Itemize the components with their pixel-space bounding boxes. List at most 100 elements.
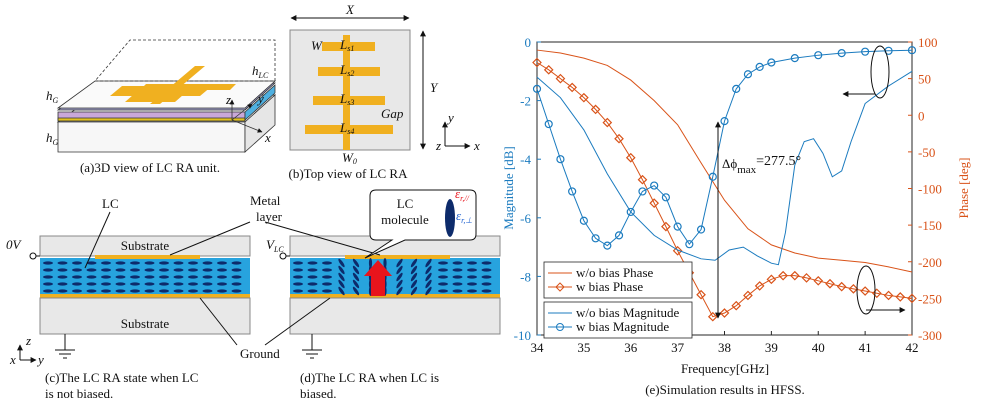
lc-molecule	[217, 268, 227, 271]
lc-molecule	[293, 289, 303, 292]
lc-molecule	[453, 275, 463, 278]
lc-molecule	[116, 261, 126, 264]
legend-label: w bias Phase	[576, 279, 643, 294]
lc-molecule	[174, 289, 184, 292]
ground-symbol	[302, 334, 322, 358]
patch	[140, 84, 236, 90]
dim-w-label: W	[311, 38, 323, 53]
y-tick-label: -2	[520, 94, 531, 109]
x-tick-label: 42	[906, 340, 919, 355]
lc-molecule	[145, 268, 155, 271]
lc-molecule	[482, 282, 492, 285]
molecule-label: molecule	[381, 212, 429, 227]
lc-molecule	[43, 261, 53, 264]
axis-z-label: z	[435, 138, 441, 153]
base-front	[58, 122, 245, 152]
lc-molecule	[453, 289, 463, 292]
lc-molecule	[159, 261, 169, 264]
x-axis-title: Frequency[GHz]	[681, 361, 769, 376]
x-tick-label: 34	[531, 340, 545, 355]
lc-molecule	[87, 275, 97, 278]
lc-molecule	[232, 282, 242, 285]
stub-label-sub: s1	[347, 44, 354, 53]
lc-molecule	[101, 268, 111, 271]
axis-x-label: x	[9, 352, 16, 367]
lc-molecule	[174, 261, 184, 264]
lc-molecule	[308, 289, 318, 292]
lc-molecule	[116, 268, 126, 271]
substrate-label: Substrate	[121, 316, 170, 331]
dim-y-label: Y	[430, 80, 439, 95]
axis-x-label: x	[264, 130, 271, 145]
voltage-d: VLC	[266, 237, 284, 254]
metal	[95, 255, 200, 259]
lc-molecule	[72, 268, 82, 271]
lc-molecule	[232, 268, 242, 271]
dim-gap-label: Gap	[381, 106, 404, 121]
lc-molecule	[72, 275, 82, 278]
lc-molecule	[217, 282, 227, 285]
lc-molecule	[308, 261, 318, 264]
lc-molecule	[159, 289, 169, 292]
lc-molecule	[130, 261, 140, 264]
metal-layer-label: layer	[256, 209, 283, 224]
lc-molecule	[145, 261, 155, 264]
lc-molecule	[308, 282, 318, 285]
x-tick-label: 37	[671, 340, 685, 355]
lc-molecule	[72, 261, 82, 264]
y2-tick-label: 100	[918, 35, 938, 50]
h-g-top: hG	[46, 88, 59, 105]
lc-molecule	[87, 289, 97, 292]
axis-y-label: y	[446, 110, 454, 125]
y-tick-label: -10	[514, 328, 531, 343]
metal	[345, 255, 450, 259]
x-tick-label: 40	[812, 340, 825, 355]
lc-molecule	[43, 275, 53, 278]
lc-molecule	[217, 275, 227, 278]
lc-molecule	[467, 268, 477, 271]
ground-label: Ground	[240, 346, 280, 361]
lc-molecule	[217, 289, 227, 292]
lc-molecule	[174, 268, 184, 271]
lc-molecule	[293, 282, 303, 285]
axis-x-label: x	[473, 138, 480, 153]
caption-c: is not biased.	[45, 386, 113, 401]
lc-molecule	[58, 268, 68, 271]
y2-tick-label: -150	[918, 218, 942, 233]
dim-w0-label: W0	[342, 150, 357, 166]
lc-molecule	[145, 289, 155, 292]
ground-plane	[290, 294, 500, 298]
x-tick-label: 39	[765, 340, 778, 355]
lc-molecule	[43, 282, 53, 285]
lc-molecule	[72, 282, 82, 285]
lc-molecule	[308, 268, 318, 271]
h-g-bottom: hG	[46, 130, 59, 147]
lc-molecule	[293, 261, 303, 264]
y-tick-label: -4	[520, 152, 531, 167]
lc-molecule	[159, 275, 169, 278]
lc-molecule	[203, 282, 213, 285]
lc-molecule	[101, 261, 111, 264]
lc-molecule	[58, 261, 68, 264]
lc-molecule	[232, 261, 242, 264]
lc-molecule	[174, 282, 184, 285]
lc-molecule	[116, 282, 126, 285]
lc-molecule	[453, 282, 463, 285]
lc-molecule	[101, 275, 111, 278]
stub-label-base: L	[339, 62, 347, 77]
caption-d: (d)The LC RA when LC is	[300, 370, 439, 385]
caption-a: (a)3D view of LC RA unit.	[80, 160, 220, 175]
y-tick-label: 0	[525, 35, 532, 50]
lc-molecule	[438, 275, 448, 278]
lc-molecule	[58, 275, 68, 278]
lc-molecule	[87, 282, 97, 285]
lc-molecule	[217, 261, 227, 264]
lc-molecule	[87, 268, 97, 271]
lc-molecule	[43, 289, 53, 292]
stub-label-base: L	[339, 37, 347, 52]
substrate-label: Substrate	[121, 238, 170, 253]
lc-molecule	[482, 275, 492, 278]
stub-label-base: L	[339, 91, 347, 106]
legend-label: w bias Magnitude	[576, 319, 669, 334]
